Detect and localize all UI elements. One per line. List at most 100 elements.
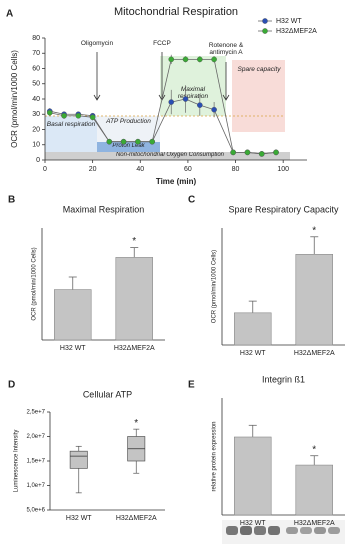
- panel-letter: C: [188, 195, 195, 206]
- annotation: Spare capacity: [238, 66, 281, 73]
- annotation: Proton Leak: [112, 143, 145, 149]
- bar: [115, 257, 154, 341]
- x-tick-label: H32ΔMEF2A: [116, 515, 157, 522]
- data-point: [211, 56, 217, 63]
- y-axis-label: relative protein expression: [212, 421, 218, 491]
- y-tick-label: 50: [32, 81, 40, 88]
- y-tick-label: 1,0e+7: [26, 483, 45, 489]
- significance: *: [134, 418, 138, 429]
- annotation-text: Oligomycin: [80, 40, 114, 47]
- panel-letter: B: [8, 195, 15, 206]
- bar: [53, 289, 92, 341]
- y-tick-label: 70: [32, 50, 40, 57]
- significance: *: [312, 225, 316, 236]
- series-line: [49, 58, 277, 155]
- y-tick-label: 2,5e+7: [26, 410, 45, 416]
- data-point: [46, 109, 53, 116]
- y-tick-label: 80: [32, 35, 40, 42]
- legend-label: H32ΔMEF2A: [276, 28, 317, 35]
- chart-title: Cellular ATP: [83, 389, 132, 399]
- data-point: [168, 99, 175, 105]
- x-tick-label: 40: [136, 166, 144, 173]
- y-tick-label: 60: [32, 65, 40, 72]
- annotation-text: Rotenone & antimycin A: [208, 42, 244, 57]
- significance: *: [132, 236, 136, 247]
- y-tick-label: 2,0e+7: [26, 434, 45, 440]
- data-point: [258, 151, 265, 157]
- x-tick-label: H32ΔMEF2A: [294, 350, 335, 357]
- data-point: [75, 112, 82, 119]
- data-point: [197, 102, 203, 108]
- x-tick-label: 20: [89, 166, 97, 173]
- x-tick-label: H32 WT: [240, 520, 266, 527]
- y-axis-label: Luminescence Intensity: [14, 430, 20, 493]
- bar: [234, 312, 272, 346]
- blot: [222, 520, 345, 544]
- significance: *: [312, 444, 316, 455]
- data-point: [197, 56, 203, 63]
- annotation: Non-mitochondrial Oxygen Consumption: [116, 152, 224, 158]
- panel-letter: E: [188, 380, 195, 391]
- data-point: [273, 149, 279, 156]
- x-tick-label: 0: [43, 166, 47, 173]
- y-tick-label: 5,0e+6: [26, 508, 45, 514]
- y-axis-label: OCR (pmol/min/1000 Cells): [10, 50, 19, 148]
- data-point: [211, 106, 217, 113]
- chart-title: Spare Respiratory Capacity: [228, 204, 339, 214]
- data-point: [89, 114, 96, 121]
- basal-region: [45, 116, 97, 152]
- annotation-text: Maximal respiration: [177, 86, 209, 101]
- annotation-text: Proton Leak: [112, 143, 145, 149]
- annotation: Oligomycin: [80, 40, 114, 47]
- data-point: [168, 56, 175, 63]
- data-point: [182, 56, 189, 63]
- chart-title: Integrin ß1: [262, 374, 305, 384]
- x-tick-label: 60: [184, 166, 192, 173]
- annotation: Rotenone & antimycin A: [208, 42, 244, 57]
- chart-title: Mitochondrial Respiration: [114, 6, 238, 18]
- x-tick-label: 100: [277, 166, 289, 173]
- proton-leak-region: [97, 142, 160, 152]
- x-tick-label: H32ΔMEF2A: [114, 345, 155, 352]
- bar: [295, 464, 333, 516]
- data-point: [182, 96, 189, 102]
- x-tick-label: 80: [232, 166, 240, 173]
- bar: [234, 436, 272, 516]
- x-axis-label: Time (min): [156, 177, 197, 186]
- arrow: [222, 62, 230, 101]
- legend-marker: [262, 28, 268, 34]
- y-axis-label: OCR (pmol/min/1000 Cells): [212, 250, 218, 323]
- bar: [295, 254, 333, 346]
- y-tick-label: 0: [36, 157, 40, 164]
- x-tick-label: H32 WT: [240, 350, 266, 357]
- panel-letter: A: [6, 9, 13, 20]
- annotation-text: Basal respiration: [46, 121, 96, 128]
- data-point: [106, 138, 113, 145]
- chart-title: Maximal Respiration: [63, 204, 145, 214]
- x-tick-label: H32ΔMEF2A: [294, 520, 335, 527]
- annotation: Basal respiration: [46, 121, 96, 128]
- data-point: [135, 138, 141, 145]
- annotation-text: FCCP: [153, 40, 171, 47]
- x-tick-label: H32 WT: [60, 345, 86, 352]
- y-tick-label: 10: [32, 142, 40, 149]
- y-tick-label: 1,5e+7: [26, 459, 45, 465]
- legend-marker: [262, 18, 268, 24]
- box: [69, 450, 88, 469]
- data-point: [120, 138, 127, 145]
- non-mito-region: [45, 152, 290, 160]
- annotation: ATP Production: [106, 118, 151, 125]
- annotation: FCCP: [153, 40, 171, 47]
- y-tick-label: 20: [32, 126, 40, 133]
- data-point: [61, 112, 67, 119]
- data-point: [149, 138, 155, 145]
- data-point: [230, 149, 236, 156]
- annotation: Maximal respiration: [177, 86, 209, 101]
- x-tick-label: H32 WT: [66, 515, 92, 522]
- y-tick-label: 40: [32, 96, 40, 103]
- atp-region: [97, 116, 160, 142]
- y-tick-label: 30: [32, 111, 40, 118]
- data-point: [244, 149, 251, 156]
- annotation-text: ATP Production: [106, 118, 151, 125]
